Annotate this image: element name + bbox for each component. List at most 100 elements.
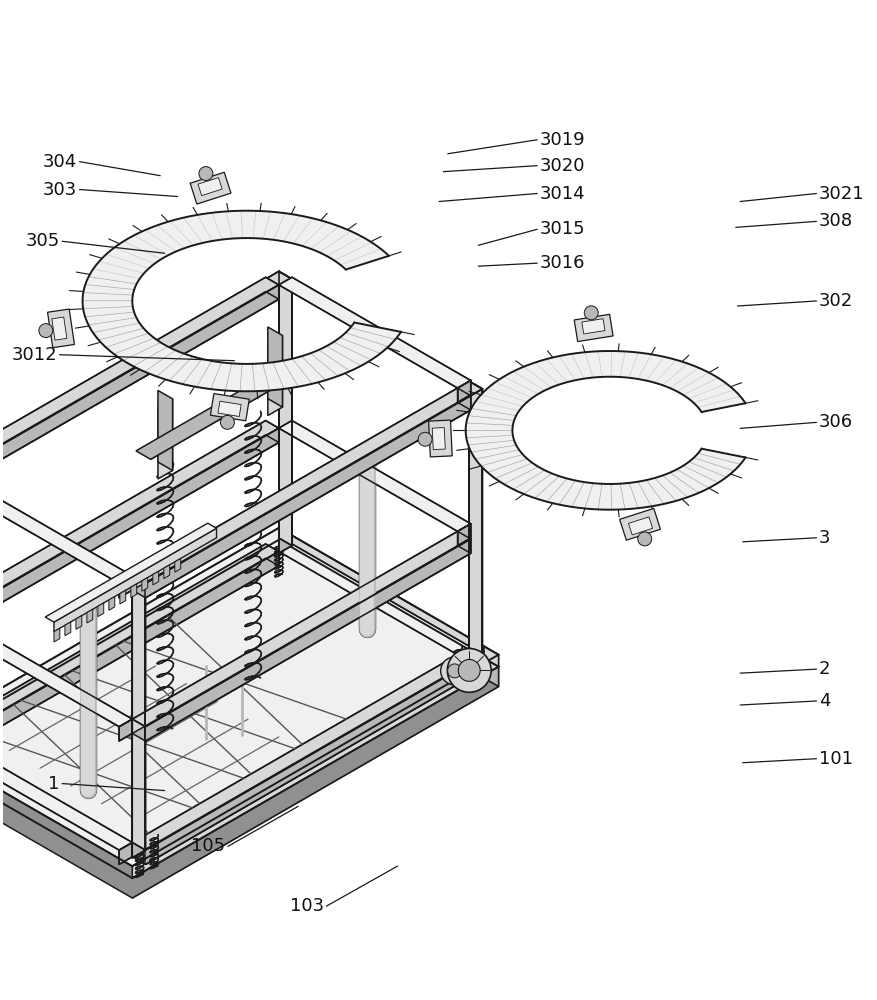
Text: 3012: 3012 — [11, 346, 57, 364]
Polygon shape — [267, 327, 282, 407]
Polygon shape — [158, 399, 173, 479]
Polygon shape — [87, 609, 93, 623]
Polygon shape — [146, 396, 471, 598]
Polygon shape — [47, 309, 75, 348]
Text: 3014: 3014 — [539, 185, 585, 203]
Circle shape — [440, 657, 468, 685]
Polygon shape — [0, 528, 498, 866]
Text: 103: 103 — [290, 897, 324, 915]
Polygon shape — [131, 584, 137, 598]
Polygon shape — [132, 655, 471, 850]
Polygon shape — [0, 473, 132, 583]
Polygon shape — [76, 616, 82, 629]
Polygon shape — [0, 285, 279, 487]
Polygon shape — [98, 603, 103, 617]
Circle shape — [447, 664, 461, 678]
Circle shape — [447, 649, 491, 692]
Polygon shape — [620, 508, 660, 540]
Polygon shape — [469, 389, 482, 663]
Text: 303: 303 — [43, 181, 77, 199]
Polygon shape — [218, 401, 241, 416]
Polygon shape — [0, 277, 279, 473]
Polygon shape — [132, 576, 146, 850]
Polygon shape — [151, 363, 289, 459]
Polygon shape — [82, 211, 401, 391]
Polygon shape — [0, 428, 279, 630]
Text: 306: 306 — [819, 413, 853, 431]
Polygon shape — [132, 669, 471, 864]
Polygon shape — [432, 428, 446, 450]
Polygon shape — [119, 576, 146, 591]
Polygon shape — [132, 546, 471, 741]
Text: 3016: 3016 — [539, 254, 585, 272]
Text: 105: 105 — [191, 837, 225, 855]
Polygon shape — [469, 381, 482, 656]
Polygon shape — [0, 292, 279, 487]
Polygon shape — [629, 517, 652, 535]
Circle shape — [418, 432, 432, 446]
Polygon shape — [132, 402, 471, 598]
Text: 308: 308 — [819, 212, 853, 230]
Circle shape — [584, 306, 598, 320]
Polygon shape — [458, 380, 471, 402]
Polygon shape — [158, 390, 173, 471]
Polygon shape — [279, 528, 498, 667]
Polygon shape — [0, 540, 498, 878]
Polygon shape — [458, 524, 471, 546]
Polygon shape — [0, 552, 279, 754]
Polygon shape — [0, 421, 279, 616]
Circle shape — [199, 167, 213, 181]
Polygon shape — [136, 371, 289, 459]
Polygon shape — [132, 531, 471, 727]
Text: 3021: 3021 — [819, 185, 865, 203]
Text: 3019: 3019 — [539, 131, 585, 149]
Polygon shape — [279, 279, 292, 553]
Text: 304: 304 — [43, 153, 77, 171]
Text: 3: 3 — [819, 529, 831, 547]
Polygon shape — [53, 528, 217, 632]
Polygon shape — [142, 578, 147, 591]
Polygon shape — [120, 590, 125, 604]
Polygon shape — [175, 559, 181, 572]
Polygon shape — [53, 628, 60, 642]
Polygon shape — [581, 319, 605, 334]
Polygon shape — [119, 842, 132, 864]
Polygon shape — [198, 178, 222, 196]
Polygon shape — [119, 576, 132, 598]
Text: 2: 2 — [819, 660, 831, 678]
Polygon shape — [267, 335, 282, 416]
Polygon shape — [279, 271, 292, 546]
Text: 101: 101 — [819, 750, 853, 768]
Polygon shape — [466, 351, 745, 510]
Polygon shape — [210, 394, 249, 421]
Circle shape — [638, 532, 652, 546]
Polygon shape — [45, 523, 217, 622]
Polygon shape — [451, 657, 466, 681]
Polygon shape — [0, 616, 132, 727]
Polygon shape — [65, 622, 71, 636]
Polygon shape — [153, 571, 159, 585]
Polygon shape — [190, 172, 231, 204]
Polygon shape — [119, 719, 132, 741]
Text: 1: 1 — [48, 775, 60, 793]
Polygon shape — [429, 420, 453, 457]
Text: 4: 4 — [819, 692, 831, 710]
Polygon shape — [0, 739, 132, 850]
Polygon shape — [132, 583, 146, 858]
Polygon shape — [132, 655, 498, 878]
Circle shape — [459, 659, 481, 681]
Polygon shape — [164, 565, 169, 579]
Text: 3020: 3020 — [539, 157, 585, 175]
Polygon shape — [266, 271, 292, 287]
Circle shape — [39, 324, 53, 338]
Polygon shape — [279, 421, 471, 531]
Polygon shape — [574, 314, 613, 342]
Polygon shape — [458, 647, 471, 669]
Polygon shape — [0, 558, 279, 754]
Polygon shape — [0, 435, 279, 630]
Text: 302: 302 — [819, 292, 853, 310]
Polygon shape — [132, 667, 498, 898]
Polygon shape — [0, 560, 498, 898]
Polygon shape — [0, 544, 279, 739]
Polygon shape — [109, 597, 115, 610]
